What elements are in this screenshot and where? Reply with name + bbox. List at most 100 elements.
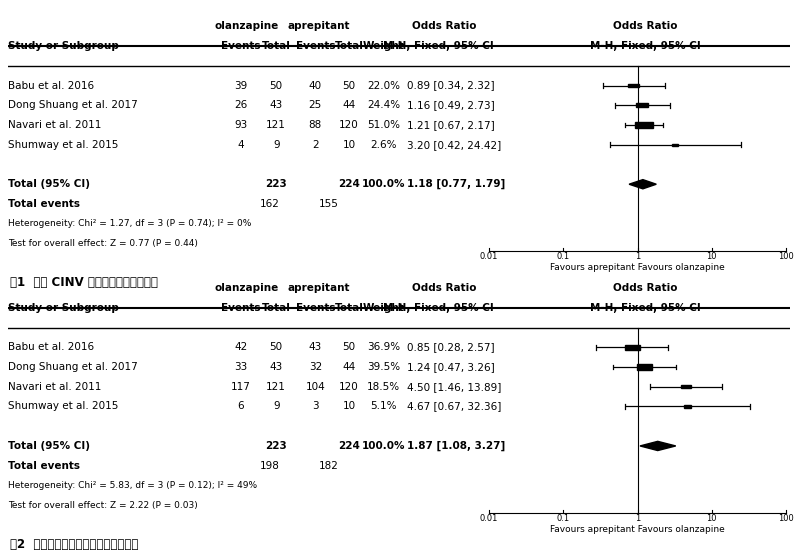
Text: Weight: Weight [362,303,405,313]
Bar [681,385,691,388]
Bar [637,365,652,370]
Text: 25: 25 [309,100,322,110]
Text: 100: 100 [778,252,794,261]
Bar [672,144,678,146]
Text: 36.9%: 36.9% [367,342,400,352]
Text: 120: 120 [339,382,359,392]
Text: 10: 10 [342,140,356,150]
Text: 50: 50 [342,80,356,90]
Text: Test for overall effect: Z = 0.77 (P = 0.44): Test for overall effect: Z = 0.77 (P = 0… [8,239,198,248]
Text: 4: 4 [238,140,244,150]
Bar [684,406,691,408]
Text: 100.0%: 100.0% [361,179,405,189]
Text: Events: Events [221,303,261,313]
Text: 42: 42 [235,342,247,352]
Text: Study or Subgroup: Study or Subgroup [8,41,119,51]
Bar [625,345,640,350]
Text: Shumway et al. 2015: Shumway et al. 2015 [8,140,118,150]
Text: Total (95% CI): Total (95% CI) [8,441,90,451]
Text: Total (95% CI): Total (95% CI) [8,179,90,189]
Text: 4.67 [0.67, 32.36]: 4.67 [0.67, 32.36] [407,402,501,412]
Text: 44: 44 [342,362,356,372]
Text: Events: Events [221,41,261,51]
Text: 40: 40 [309,80,322,90]
Text: M-H, Fixed, 95% CI: M-H, Fixed, 95% CI [590,303,701,313]
Text: aprepitant: aprepitant [287,21,350,31]
Text: Babu et al. 2016: Babu et al. 2016 [8,80,94,90]
Text: 121: 121 [267,382,286,392]
Text: 50: 50 [270,80,282,90]
Bar [636,104,648,107]
Text: 图1  全程 CINV 完全缓解率比较森林图: 图1 全程 CINV 完全缓解率比较森林图 [10,276,157,289]
Text: 1.21 [0.67, 2.17]: 1.21 [0.67, 2.17] [407,120,495,130]
Text: 1: 1 [635,514,640,523]
Text: 0.85 [0.28, 2.57]: 0.85 [0.28, 2.57] [407,342,495,352]
Text: Heterogeneity: Chi² = 5.83, df = 3 (P = 0.12); I² = 49%: Heterogeneity: Chi² = 5.83, df = 3 (P = … [8,481,257,490]
Text: 155: 155 [318,199,338,209]
Text: 6: 6 [238,402,244,412]
Text: M-H, Fixed, 95% CI: M-H, Fixed, 95% CI [590,41,701,51]
Text: 43: 43 [270,362,282,372]
Text: 24.4%: 24.4% [367,100,400,110]
Text: Events: Events [295,41,335,51]
Text: 44: 44 [342,100,356,110]
Text: 224: 224 [338,179,360,189]
Text: Weight: Weight [362,41,405,51]
Text: 162: 162 [260,199,280,209]
Text: 182: 182 [318,461,338,471]
Text: 2: 2 [312,140,318,150]
Text: 18.5%: 18.5% [367,382,400,392]
Text: olanzapine: olanzapine [215,283,279,293]
Text: 50: 50 [270,342,282,352]
Text: Total: Total [262,303,290,313]
Text: 1.87 [1.08, 3.27]: 1.87 [1.08, 3.27] [407,441,505,451]
Text: Babu et al. 2016: Babu et al. 2016 [8,342,94,352]
Text: 22.0%: 22.0% [367,80,400,90]
Text: 93: 93 [235,120,247,130]
Text: 51.0%: 51.0% [367,120,400,130]
Text: 5.1%: 5.1% [370,402,397,412]
Text: Favours aprepitant Favours olanzapine: Favours aprepitant Favours olanzapine [550,263,725,272]
Text: Total events: Total events [8,461,80,471]
Text: Odds Ratio: Odds Ratio [412,283,476,293]
Text: Study or Subgroup: Study or Subgroup [8,303,119,313]
Text: Odds Ratio: Odds Ratio [613,21,678,31]
Text: 9: 9 [273,402,279,412]
Text: olanzapine: olanzapine [215,21,279,31]
Text: 10: 10 [706,514,717,523]
Text: Total: Total [334,41,363,51]
Text: Heterogeneity: Chi² = 1.27, df = 3 (P = 0.74); I² = 0%: Heterogeneity: Chi² = 1.27, df = 3 (P = … [8,219,251,228]
Text: M-H, Fixed, 95% CI: M-H, Fixed, 95% CI [383,303,493,313]
Polygon shape [640,441,676,451]
Text: 39.5%: 39.5% [367,362,400,372]
Text: 43: 43 [309,342,322,352]
Text: 43: 43 [270,100,282,110]
Text: 121: 121 [267,120,286,130]
Text: 4.50 [1.46, 13.89]: 4.50 [1.46, 13.89] [407,382,501,392]
Text: 0.01: 0.01 [480,252,498,261]
Text: Dong Shuang et al. 2017: Dong Shuang et al. 2017 [8,362,138,372]
Text: 3.20 [0.42, 24.42]: 3.20 [0.42, 24.42] [407,140,501,150]
Text: 1.18 [0.77, 1.79]: 1.18 [0.77, 1.79] [407,179,505,190]
Text: 104: 104 [306,382,326,392]
Text: M-H, Fixed, 95% CI: M-H, Fixed, 95% CI [383,41,493,51]
Text: 223: 223 [266,441,287,451]
Text: Test for overall effect: Z = 2.22 (P = 0.03): Test for overall effect: Z = 2.22 (P = 0… [8,501,198,510]
Text: 9: 9 [273,140,279,150]
Text: 0.89 [0.34, 2.32]: 0.89 [0.34, 2.32] [407,80,495,90]
Text: 117: 117 [231,382,251,392]
Text: 1: 1 [635,252,640,261]
Text: Odds Ratio: Odds Ratio [613,283,678,293]
Text: 223: 223 [266,179,287,189]
Text: 224: 224 [338,441,360,451]
Text: 2.6%: 2.6% [370,140,397,150]
Text: 10: 10 [342,402,356,412]
Text: Navari et al. 2011: Navari et al. 2011 [8,120,101,130]
Text: Shumway et al. 2015: Shumway et al. 2015 [8,402,118,412]
Text: 39: 39 [235,80,247,90]
Text: 0.01: 0.01 [480,514,498,523]
Text: 100.0%: 100.0% [361,441,405,451]
Text: 88: 88 [309,120,322,130]
Bar [628,84,639,88]
Text: 26: 26 [235,100,247,110]
